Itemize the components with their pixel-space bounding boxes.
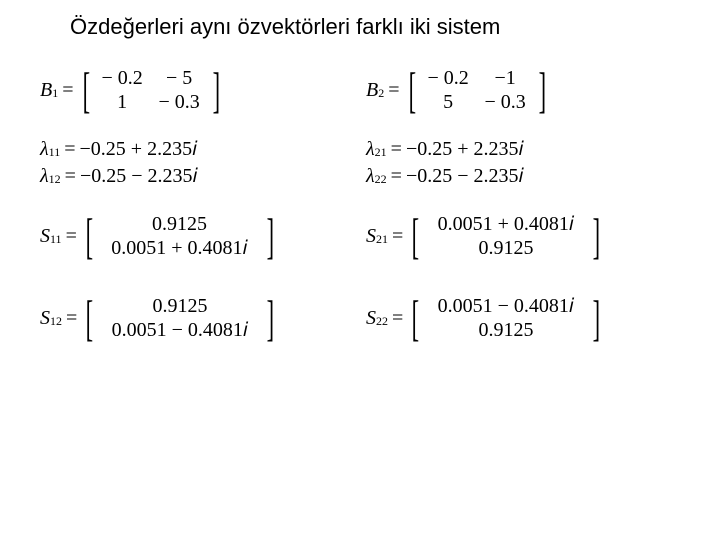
S12-bracket: [ 0.9125 0.0051 − 0.4081𝑖 ] xyxy=(81,292,278,344)
eq: = xyxy=(392,225,403,248)
S22-bracket: [ 0.0051 − 0.4081𝑖 0.9125 ] xyxy=(407,292,604,344)
S12-r0: 0.9125 xyxy=(98,294,262,318)
right-bracket-icon: ] xyxy=(593,292,600,344)
eq: = xyxy=(64,138,75,161)
B1-r1c0: 1 xyxy=(94,90,150,114)
lambda21-val: −0.25 + 2.235𝑖 xyxy=(406,138,524,161)
lambda21: λ21 = −0.25 + 2.235𝑖 xyxy=(366,138,690,161)
S11-sub: 11 xyxy=(50,232,62,247)
lambda22-lhs: λ22 = xyxy=(366,165,406,188)
B2-r0c0: − 0.2 xyxy=(420,66,476,90)
right-bracket-icon: ] xyxy=(213,64,220,116)
eq: = xyxy=(62,79,73,102)
left-column: B1= [ − 0.2 − 5 1 − 0.3 ] xyxy=(30,64,360,366)
eq: = xyxy=(65,165,76,188)
lambda22: λ22 = −0.25 − 2.235𝑖 xyxy=(366,165,690,188)
S11-r0: 0.9125 xyxy=(98,212,262,236)
eq: = xyxy=(388,79,399,102)
S11-name: S xyxy=(40,225,50,248)
B2-lhs: B2 = xyxy=(366,79,404,102)
left-bracket-icon: [ xyxy=(412,210,419,262)
lambda11-sub: 11 xyxy=(49,145,61,160)
left-bracket-icon: [ xyxy=(412,292,419,344)
vector-S22: S22 = [ 0.0051 − 0.4081𝑖 0.9125 ] xyxy=(366,292,690,344)
S21-cells: 0.0051 + 0.4081𝑖 0.9125 xyxy=(424,210,588,262)
left-bracket-icon: [ xyxy=(408,64,415,116)
B1-r0c0: − 0.2 xyxy=(94,66,150,90)
left-bracket-icon: [ xyxy=(82,64,89,116)
B2-cells: − 0.2 −1 5 − 0.3 xyxy=(420,64,534,116)
right-column: B2 = [ − 0.2 −1 5 − 0.3 ] xyxy=(360,64,690,366)
lambda11-val: −0.25 + 2.235𝑖 xyxy=(80,138,198,161)
left-bracket-icon: [ xyxy=(85,210,92,262)
B1-lhs: B1 = xyxy=(40,79,78,102)
right-bracket-icon: ] xyxy=(539,64,546,116)
lambda12-name: λ xyxy=(40,165,49,188)
right-bracket-icon: ] xyxy=(593,210,600,262)
S11-bracket: [ 0.9125 0.0051 + 0.4081𝑖 ] xyxy=(81,210,278,262)
S12-lhs: S12 = xyxy=(40,307,81,330)
B1-sub: 1 xyxy=(52,86,58,101)
B1-r0c1: − 5 xyxy=(150,66,208,90)
matrix-B1: B1= [ − 0.2 − 5 1 − 0.3 ] xyxy=(40,64,360,116)
B2-sub: 2 xyxy=(378,86,384,101)
S12-r1: 0.0051 − 0.4081𝑖 xyxy=(98,318,262,342)
lambda11-name: λ xyxy=(40,138,49,161)
S22-lhs: S22 = xyxy=(366,307,407,330)
matrix-B2: B2 = [ − 0.2 −1 5 − 0.3 ] xyxy=(366,64,690,116)
S21-name: S xyxy=(366,225,376,248)
S11-lhs: S11 = xyxy=(40,225,81,248)
eq: = xyxy=(392,307,403,330)
S22-r1: 0.9125 xyxy=(424,318,588,342)
S21-sub: 21 xyxy=(376,232,388,247)
eq: = xyxy=(66,307,77,330)
left-bracket-icon: [ xyxy=(86,292,93,344)
vector-S12: S12 = [ 0.9125 0.0051 − 0.4081𝑖 ] xyxy=(40,292,360,344)
lambda12-sub: 12 xyxy=(49,172,61,187)
lambda12-val: −0.25 − 2.235𝑖 xyxy=(80,165,198,188)
S22-name: S xyxy=(366,307,376,330)
S21-r1: 0.9125 xyxy=(424,236,588,260)
lambda22-name: λ xyxy=(366,165,375,188)
B1-name: B xyxy=(40,79,52,102)
lambda21-lhs: λ21 = xyxy=(366,138,406,161)
eq: = xyxy=(391,165,402,188)
S22-r0: 0.0051 − 0.4081𝑖 xyxy=(424,294,588,318)
S22-sub: 22 xyxy=(376,314,388,329)
slide: Özdeğerleri aynı özvektörleri farklı iki… xyxy=(0,0,720,540)
lambda12: λ12 = −0.25 − 2.235𝑖 xyxy=(40,165,360,188)
S12-name: S xyxy=(40,307,50,330)
S11-r1: 0.0051 + 0.4081𝑖 xyxy=(98,236,262,260)
lambda21-name: λ xyxy=(366,138,375,161)
S21-lhs: S21 = xyxy=(366,225,407,248)
lambda12-lhs: λ12 = xyxy=(40,165,80,188)
eq: = xyxy=(66,225,77,248)
S22-cells: 0.0051 − 0.4081𝑖 0.9125 xyxy=(424,292,588,344)
S12-sub: 12 xyxy=(50,314,62,329)
vector-S11: S11 = [ 0.9125 0.0051 + 0.4081𝑖 ] xyxy=(40,210,360,262)
eq: = xyxy=(391,138,402,161)
lambda22-sub: 22 xyxy=(375,172,387,187)
S12-cells: 0.9125 0.0051 − 0.4081𝑖 xyxy=(98,292,262,344)
lambda21-sub: 21 xyxy=(375,145,387,160)
page-title: Özdeğerleri aynı özvektörleri farklı iki… xyxy=(70,14,690,40)
vector-S21: S21 = [ 0.0051 + 0.4081𝑖 0.9125 ] xyxy=(366,210,690,262)
B1-r1c1: − 0.3 xyxy=(150,90,208,114)
B2-name: B xyxy=(366,79,378,102)
B2-r1c1: − 0.3 xyxy=(476,90,534,114)
B2-bracket: [ − 0.2 −1 5 − 0.3 ] xyxy=(404,64,551,116)
columns: B1= [ − 0.2 − 5 1 − 0.3 ] xyxy=(30,64,690,366)
lambda22-val: −0.25 − 2.235𝑖 xyxy=(406,165,524,188)
S21-r0: 0.0051 + 0.4081𝑖 xyxy=(424,212,588,236)
right-bracket-icon: ] xyxy=(267,292,274,344)
B1-cells: − 0.2 − 5 1 − 0.3 xyxy=(94,64,208,116)
lambda11: λ11= −0.25 + 2.235𝑖 xyxy=(40,138,360,161)
right-bracket-icon: ] xyxy=(266,210,273,262)
B1-bracket: [ − 0.2 − 5 1 − 0.3 ] xyxy=(78,64,225,116)
lambda11-lhs: λ11= xyxy=(40,138,80,161)
S11-cells: 0.9125 0.0051 + 0.4081𝑖 xyxy=(98,210,262,262)
S21-bracket: [ 0.0051 + 0.4081𝑖 0.9125 ] xyxy=(407,210,604,262)
B2-r1c0: 5 xyxy=(420,90,476,114)
B2-r0c1: −1 xyxy=(476,66,534,90)
